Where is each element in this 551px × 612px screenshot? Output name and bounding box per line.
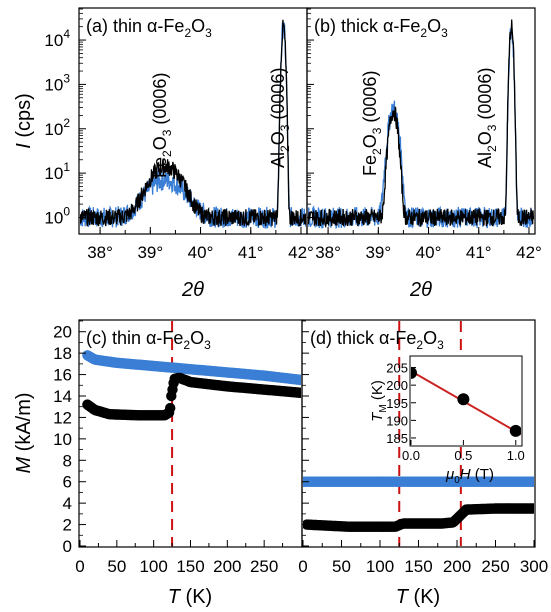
x-tick-label-a: 38° (87, 243, 113, 262)
data-point-black-c (295, 387, 301, 398)
x-tick-label-d: 250 (481, 557, 509, 576)
inset-y-tick-label: 185 (386, 431, 408, 446)
x-tick-label-b: 42° (516, 243, 542, 262)
x-tick-label-d: 50 (332, 557, 351, 576)
data-point-black-c (165, 402, 176, 414)
inset-ylabel: TM (K) (369, 380, 389, 422)
inset-data-point (411, 366, 417, 379)
panel-a-title: (a) thin α-Fe2O3 (86, 16, 212, 40)
inset-xlabel: μ0H (T) (445, 466, 494, 486)
series-line-black-b (308, 19, 534, 229)
inset-x-tick-label: 1.0 (507, 448, 525, 463)
y-tick-label-c: 18 (53, 344, 72, 363)
series-line-blue-b (308, 22, 534, 230)
x-tick-label-d: 150 (404, 557, 432, 576)
xlabel-a: 2θ (181, 279, 204, 301)
panel-c-title: (c) thin α-Fe2O3 (86, 328, 211, 352)
x-tick-label-b: 40° (416, 243, 442, 262)
xlabel-c: T (K) (168, 586, 212, 608)
y-tick-label-c: 8 (63, 451, 72, 470)
y-tick-label-c: 0 (63, 537, 72, 556)
data-point-black-d (528, 503, 534, 514)
x-tick-label-a: 42° (288, 243, 314, 262)
inset-axes: 0.0 0.5 1.0 185 190 195 200 205 (386, 361, 525, 463)
data-point-blue-d (528, 476, 534, 487)
x-tick-label-c: 250 (250, 557, 278, 576)
x-tick-label-a: 40° (188, 243, 214, 262)
x-tick-label-d: 0 (298, 557, 307, 576)
x-tick-label-d: 200 (443, 557, 471, 576)
x-tick-label-b: 38° (315, 243, 341, 262)
x-tick-label-c: 50 (107, 557, 126, 576)
inset-data-point (457, 393, 470, 406)
panel-c-frame (78, 319, 303, 548)
inset-x-tick-label: 0.5 (454, 448, 472, 463)
y-tick-label-c: 12 (53, 408, 72, 427)
panel-d-data (303, 321, 534, 546)
x-tick-label-d: 100 (366, 557, 394, 576)
data-point-blue-c (295, 374, 301, 386)
inset-data-point (509, 424, 521, 437)
y-tick-label-c: 4 (63, 494, 72, 513)
inset-x-tick-label: 0.0 (402, 448, 420, 463)
x-tick-label-b: 41° (466, 243, 492, 262)
y-tick-label: 102 (44, 116, 70, 139)
y-tick-label: 101 (44, 160, 70, 183)
annotation-b-fe2o3: Fe2O3 (0006) (360, 71, 384, 176)
inset-y-tick-label: 205 (386, 361, 408, 376)
ylabel-top: I (cps) (13, 93, 35, 149)
panel-c-data (82, 321, 301, 546)
y-tick-label-c: 2 (63, 516, 72, 535)
inset-data (411, 366, 521, 437)
x-tick-label-d: 300 (520, 557, 548, 576)
y-tick-label: 104 (44, 27, 70, 50)
panel-d-title: (d) thick α-Fe2O3 (310, 328, 444, 352)
y-tick-label-c: 16 (53, 366, 72, 385)
x-tick-label-a: 39° (137, 243, 163, 262)
panel-b-title: (b) thick α-Fe2O3 (314, 16, 448, 40)
x-tick-label-c: 200 (213, 557, 241, 576)
annotation-a-al2o3: Al2O3 (0006) (268, 68, 292, 168)
annotation-a-fe2o3: Fe2O3 (0006) (150, 73, 174, 178)
y-tick-label: 103 (44, 71, 70, 94)
y-tick-label: 100 (44, 204, 70, 227)
y-tick-label-c: 14 (53, 387, 72, 406)
ylabel-bottom: M (kA/m) (13, 392, 35, 473)
inset-y-tick-label: 200 (386, 378, 408, 393)
y-tick-label-c: 20 (53, 323, 72, 342)
panel-b-frame (306, 7, 536, 235)
series-line-black-a (80, 19, 306, 228)
panel-a-data (80, 19, 306, 229)
x-tick-label-b: 39° (365, 243, 391, 262)
y-tick-label-c: 10 (53, 430, 72, 449)
x-tick-label-c: 150 (176, 557, 204, 576)
x-tick-label-c: 100 (139, 557, 167, 576)
y-tick-label-c: 6 (63, 473, 72, 492)
inset-y-tick-label: 190 (386, 413, 408, 428)
annotation-b-al2o3: Al2O3 (0006) (475, 68, 499, 168)
x-tick-label-a: 41° (238, 243, 264, 262)
panel-b-data (308, 19, 534, 230)
x-tick-label-c: 0 (75, 557, 84, 576)
inset-y-tick-label: 195 (386, 396, 408, 411)
xlabel-b: 2θ (409, 279, 432, 301)
xlabel-d: T (K) (396, 586, 440, 608)
